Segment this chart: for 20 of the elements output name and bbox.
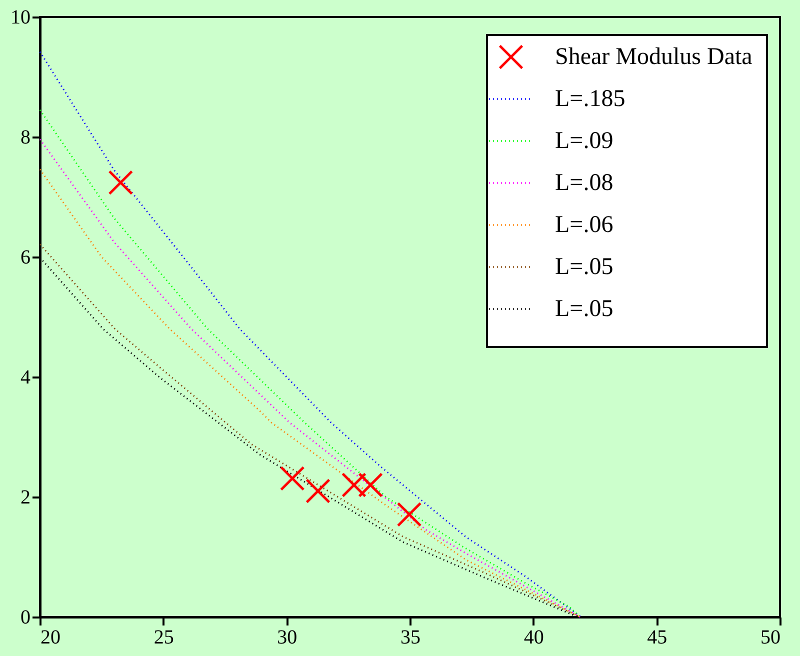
legend-label: L=.09 bbox=[555, 128, 614, 154]
legend-label: L=.08 bbox=[555, 170, 614, 196]
x-tick-label: 40 bbox=[524, 626, 544, 648]
x-tick-label: 35 bbox=[400, 626, 420, 648]
y-tick-label: 8 bbox=[20, 126, 30, 148]
legend-label: L=.05 bbox=[555, 254, 614, 280]
x-tick-label: 50 bbox=[760, 626, 780, 648]
y-tick-label: 10 bbox=[10, 6, 30, 28]
y-tick-label: 4 bbox=[20, 366, 30, 388]
y-tick-label: 0 bbox=[20, 606, 30, 628]
legend-label: L=.185 bbox=[555, 86, 626, 112]
legend-label: L=.06 bbox=[555, 212, 614, 238]
x-tick-label: 30 bbox=[277, 626, 298, 648]
x-tick-label: 20 bbox=[40, 626, 60, 648]
legend-label: L=.05 bbox=[555, 296, 614, 322]
y-tick-label: 2 bbox=[20, 486, 30, 508]
legend-label: Shear Modulus Data bbox=[555, 44, 753, 70]
y-tick-label: 6 bbox=[20, 246, 30, 268]
x-tick-label: 45 bbox=[647, 626, 668, 648]
x-tick-label: 25 bbox=[154, 626, 174, 648]
